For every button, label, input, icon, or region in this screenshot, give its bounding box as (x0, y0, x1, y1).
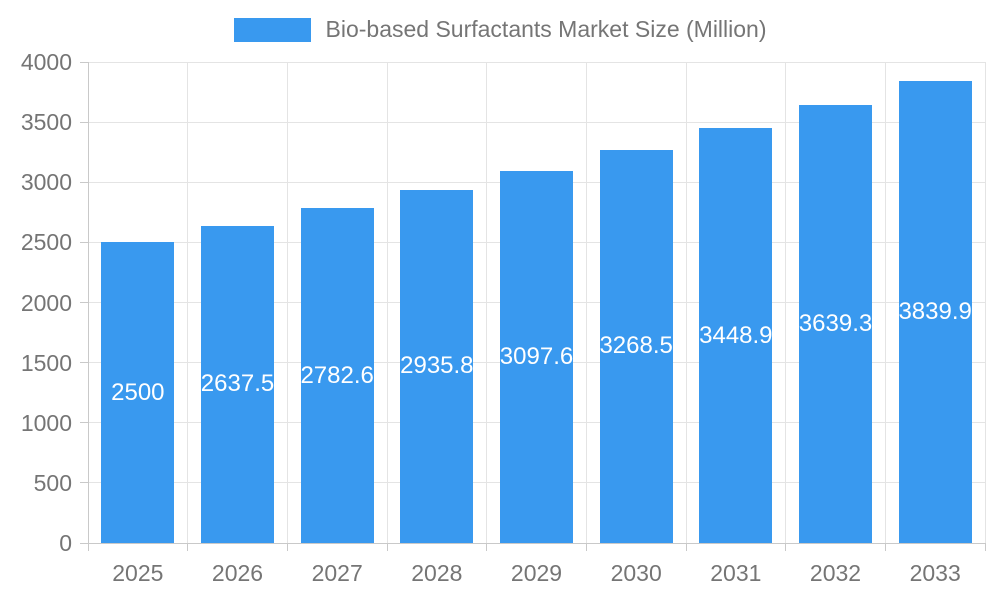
gridline-vertical (884, 62, 886, 543)
bar-value-label: 3448.9 (699, 321, 773, 349)
x-axis-tick (585, 543, 587, 551)
y-axis-tick (80, 241, 88, 243)
bar-value-label: 2500 (111, 378, 165, 406)
x-axis-tick (785, 543, 787, 551)
bar-2033[interactable] (898, 81, 972, 543)
y-axis-tick (80, 181, 88, 183)
x-axis-tick (187, 543, 189, 551)
x-axis-tick (286, 543, 288, 551)
bar-2025[interactable] (101, 242, 175, 543)
bar-value-label: 2637.5 (200, 370, 275, 398)
bar-2030[interactable] (599, 149, 673, 543)
gridline-vertical (286, 62, 288, 543)
y-axis-tick (80, 362, 88, 364)
gridline-vertical (685, 62, 687, 543)
y-axis-label: 2000 (20, 289, 72, 316)
x-axis-label: 2033 (909, 560, 961, 586)
gridline-vertical (486, 62, 488, 543)
x-axis-label: 2027 (311, 560, 363, 586)
legend-item[interactable]: Bio-based Surfactants Market Size (Milli… (233, 16, 767, 43)
y-axis-tick (80, 61, 88, 63)
gridline-horizontal (88, 61, 985, 63)
bar-2028[interactable] (400, 189, 474, 543)
y-axis-label: 3500 (20, 109, 72, 136)
x-axis-tick (685, 543, 687, 551)
y-axis-label: 1000 (20, 409, 72, 436)
y-axis-label: 0 (59, 530, 72, 556)
y-axis-label: 500 (33, 469, 72, 496)
x-axis-tick (984, 543, 986, 551)
gridline-vertical (984, 62, 986, 543)
y-axis-tick (80, 482, 88, 484)
x-axis-label: 2031 (710, 560, 762, 586)
x-axis-line (88, 542, 985, 544)
gridline-vertical (187, 62, 189, 543)
gridline-vertical (585, 62, 587, 543)
y-axis-tick (80, 542, 88, 544)
bar-value-label: 3839.9 (898, 298, 972, 326)
y-axis-label: 2500 (20, 229, 72, 256)
x-axis-label: 2029 (510, 560, 563, 586)
y-axis-tick (80, 121, 88, 123)
bar-value-label: 2935.8 (400, 352, 474, 380)
y-axis-tick (80, 422, 88, 424)
y-axis-label: 4000 (20, 49, 72, 75)
x-axis-tick (87, 543, 89, 551)
legend-label: Bio-based Surfactants Market Size (Milli… (325, 16, 767, 42)
y-axis-line (87, 62, 89, 543)
bar-2032[interactable] (799, 105, 872, 543)
bar-value-label: 2782.6 (300, 361, 374, 389)
gridline-horizontal (88, 121, 985, 123)
bar-value-label: 3268.5 (599, 332, 673, 360)
bar-2026[interactable] (201, 225, 274, 543)
x-axis-tick (884, 543, 886, 551)
bar-2027[interactable] (300, 208, 374, 543)
bar-value-label: 3097.6 (499, 342, 574, 370)
x-axis-label: 2025 (112, 560, 164, 586)
gridline-vertical (785, 62, 787, 543)
legend-swatch (233, 17, 311, 42)
x-axis-tick (386, 543, 388, 551)
x-axis-label: 2028 (411, 560, 463, 586)
x-axis-label: 2026 (211, 560, 264, 586)
legend: Bio-based Surfactants Market Size (Milli… (0, 16, 1000, 43)
x-axis-label: 2030 (610, 560, 662, 586)
bar-value-label: 3639.3 (798, 310, 873, 338)
y-axis-label: 1500 (20, 349, 72, 376)
x-axis-label: 2032 (809, 560, 862, 586)
x-axis-tick (486, 543, 488, 551)
bar-2031[interactable] (699, 128, 773, 543)
bar-2029[interactable] (500, 170, 573, 543)
gridline-vertical (386, 62, 388, 543)
y-axis-label: 3000 (20, 169, 72, 196)
y-axis-tick (80, 302, 88, 303)
